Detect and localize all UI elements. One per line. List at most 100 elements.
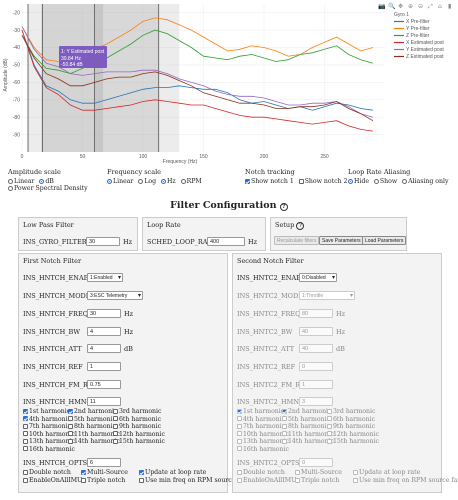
- freq-hz-radio[interactable]: [161, 178, 167, 184]
- freq-log-radio[interactable]: [138, 178, 144, 184]
- save-parameters-button[interactable]: Save Parameters: [319, 236, 364, 245]
- ins-hntc2-freq-input[interactable]: 80: [299, 309, 333, 318]
- option-checkbox[interactable]: [68, 408, 73, 414]
- alias-show-option[interactable]: Show: [373, 178, 397, 185]
- option-item[interactable]: 5th harmonic: [282, 416, 330, 423]
- ins-hntch-opts-input[interactable]: 6: [87, 458, 121, 467]
- option-item[interactable]: 16th harmonic: [23, 446, 75, 453]
- setup-help-icon[interactable]: ?: [296, 222, 305, 230]
- option-item[interactable]: Update at loop rate: [139, 469, 206, 476]
- option-item[interactable]: 14th harmonic: [68, 438, 120, 445]
- option-checkbox[interactable]: [282, 423, 287, 429]
- option-checkbox[interactable]: [237, 416, 242, 421]
- reset-axes-icon[interactable]: ⌂: [438, 3, 442, 10]
- option-checkbox[interactable]: [282, 438, 287, 444]
- freq-rpm-option[interactable]: RPM: [180, 178, 202, 185]
- option-item[interactable]: 2nd harmonic: [68, 408, 118, 415]
- option-checkbox[interactable]: [237, 469, 242, 475]
- option-item[interactable]: 11th harmonic: [68, 431, 120, 438]
- ins-hntch-fm-rat-input[interactable]: 0.75: [87, 380, 121, 389]
- option-checkbox[interactable]: [327, 438, 332, 444]
- option-checkbox[interactable]: [327, 408, 332, 414]
- ins-hntc2-mode-select[interactable]: 1:Throttle: [299, 291, 355, 300]
- option-checkbox[interactable]: [113, 438, 118, 444]
- option-checkbox[interactable]: [23, 408, 28, 414]
- option-checkbox[interactable]: [23, 469, 28, 475]
- option-item[interactable]: Update at loop rate: [353, 469, 420, 476]
- option-item[interactable]: Triple notch: [81, 477, 125, 484]
- option-checkbox[interactable]: [353, 477, 358, 483]
- plot-toolbar[interactable]: 📷 🔍 ✥ ⊕ ⊖ ⤢ ⌂ ▮: [376, 2, 456, 10]
- option-checkbox[interactable]: [237, 431, 242, 436]
- option-item[interactable]: 13th harmonic: [237, 438, 289, 445]
- option-item[interactable]: 2nd harmonic: [282, 408, 332, 415]
- alias-hide-radio[interactable]: [348, 178, 353, 184]
- zoom-in-icon[interactable]: ⊕: [408, 3, 413, 10]
- option-checkbox[interactable]: [68, 423, 73, 429]
- option-checkbox[interactable]: [81, 469, 86, 475]
- option-checkbox[interactable]: [139, 469, 144, 475]
- amp-psd-radio[interactable]: [8, 185, 13, 191]
- ins-hntch-att-input[interactable]: 4: [87, 344, 121, 353]
- amp-linear-option[interactable]: Linear: [8, 178, 34, 185]
- option-item[interactable]: Use min freq on RPM source failure: [139, 477, 258, 484]
- ins-hntch-freq-input[interactable]: 30: [87, 309, 121, 318]
- freq-hz-option[interactable]: Hz: [161, 178, 176, 185]
- load-parameters-button[interactable]: Load Parameters: [362, 236, 407, 245]
- option-checkbox[interactable]: [113, 416, 118, 421]
- option-item[interactable]: 16th harmonic: [237, 446, 289, 453]
- option-item[interactable]: 10th harmonic: [23, 431, 75, 438]
- option-item[interactable]: Multi-Source: [295, 469, 342, 476]
- ins-hntc2-enable-select[interactable]: 0:Disabled: [299, 273, 337, 282]
- option-checkbox[interactable]: [23, 431, 28, 436]
- amp-db-radio[interactable]: [39, 178, 45, 184]
- show-notch-2-option[interactable]: Show notch 2: [298, 178, 347, 185]
- option-item[interactable]: 3rd harmonic: [113, 408, 161, 415]
- sched-loop-rate-input[interactable]: 400: [207, 237, 245, 246]
- option-item[interactable]: Double notch: [23, 469, 71, 476]
- option-item[interactable]: 8th harmonic: [282, 423, 330, 430]
- option-checkbox[interactable]: [23, 446, 28, 451]
- option-item[interactable]: 1st harmonic: [23, 408, 70, 415]
- option-checkbox[interactable]: [237, 477, 242, 483]
- option-checkbox[interactable]: [113, 423, 118, 429]
- option-item[interactable]: 13th harmonic: [23, 438, 75, 445]
- option-checkbox[interactable]: [237, 408, 242, 414]
- option-item[interactable]: 3rd harmonic: [327, 408, 375, 415]
- frequency-plot[interactable]: 0 50 100 150 200 250 -20 -30 -40 -50 -60 -70 -80 -90…: [0, 0, 458, 165]
- option-checkbox[interactable]: [23, 477, 28, 483]
- alias-show-radio[interactable]: [373, 178, 379, 184]
- ins-hntc2-fm-rat-input[interactable]: 1: [299, 380, 333, 389]
- option-checkbox[interactable]: [81, 477, 86, 483]
- pan-icon[interactable]: ✥: [398, 3, 403, 10]
- option-item[interactable]: Use min freq on RPM source failure: [353, 477, 458, 484]
- amp-linear-radio[interactable]: [8, 178, 13, 184]
- recalculate-filters-button[interactable]: Recalculate filters: [274, 236, 320, 245]
- option-item[interactable]: 1st harmonic: [237, 408, 284, 415]
- option-checkbox[interactable]: [68, 431, 73, 436]
- ins-hntch-bw-input[interactable]: 4: [87, 327, 121, 336]
- ins-hntc2-hmncs-input[interactable]: 3: [299, 397, 333, 406]
- option-item[interactable]: EnableOnAllIMUs: [237, 477, 299, 484]
- option-checkbox[interactable]: [295, 469, 300, 475]
- ins-hntch-mode-select[interactable]: 3:ESC Telemetry: [87, 291, 143, 300]
- option-checkbox[interactable]: [327, 431, 332, 436]
- autoscale-icon[interactable]: ⤢: [428, 3, 433, 10]
- help-icon[interactable]: ?: [279, 203, 288, 211]
- option-checkbox[interactable]: [353, 469, 358, 475]
- option-item[interactable]: 12th harmonic: [327, 431, 379, 438]
- ins-hntc2-bw-input[interactable]: 40: [299, 327, 333, 336]
- freq-rpm-radio[interactable]: [180, 178, 186, 184]
- option-checkbox[interactable]: [237, 446, 242, 451]
- ins-hntc2-opts-input[interactable]: 0: [299, 458, 333, 467]
- alias-only-radio[interactable]: [402, 178, 408, 184]
- option-item[interactable]: Triple notch: [295, 477, 339, 484]
- option-item[interactable]: 14th harmonic: [282, 438, 334, 445]
- freq-linear-option[interactable]: Linear: [107, 178, 133, 185]
- option-checkbox[interactable]: [237, 423, 242, 429]
- option-item[interactable]: 15th harmonic: [113, 438, 165, 445]
- option-checkbox[interactable]: [327, 416, 332, 421]
- alias-hide-option[interactable]: Hide: [348, 178, 369, 185]
- zoom-icon[interactable]: 🔍: [388, 2, 396, 10]
